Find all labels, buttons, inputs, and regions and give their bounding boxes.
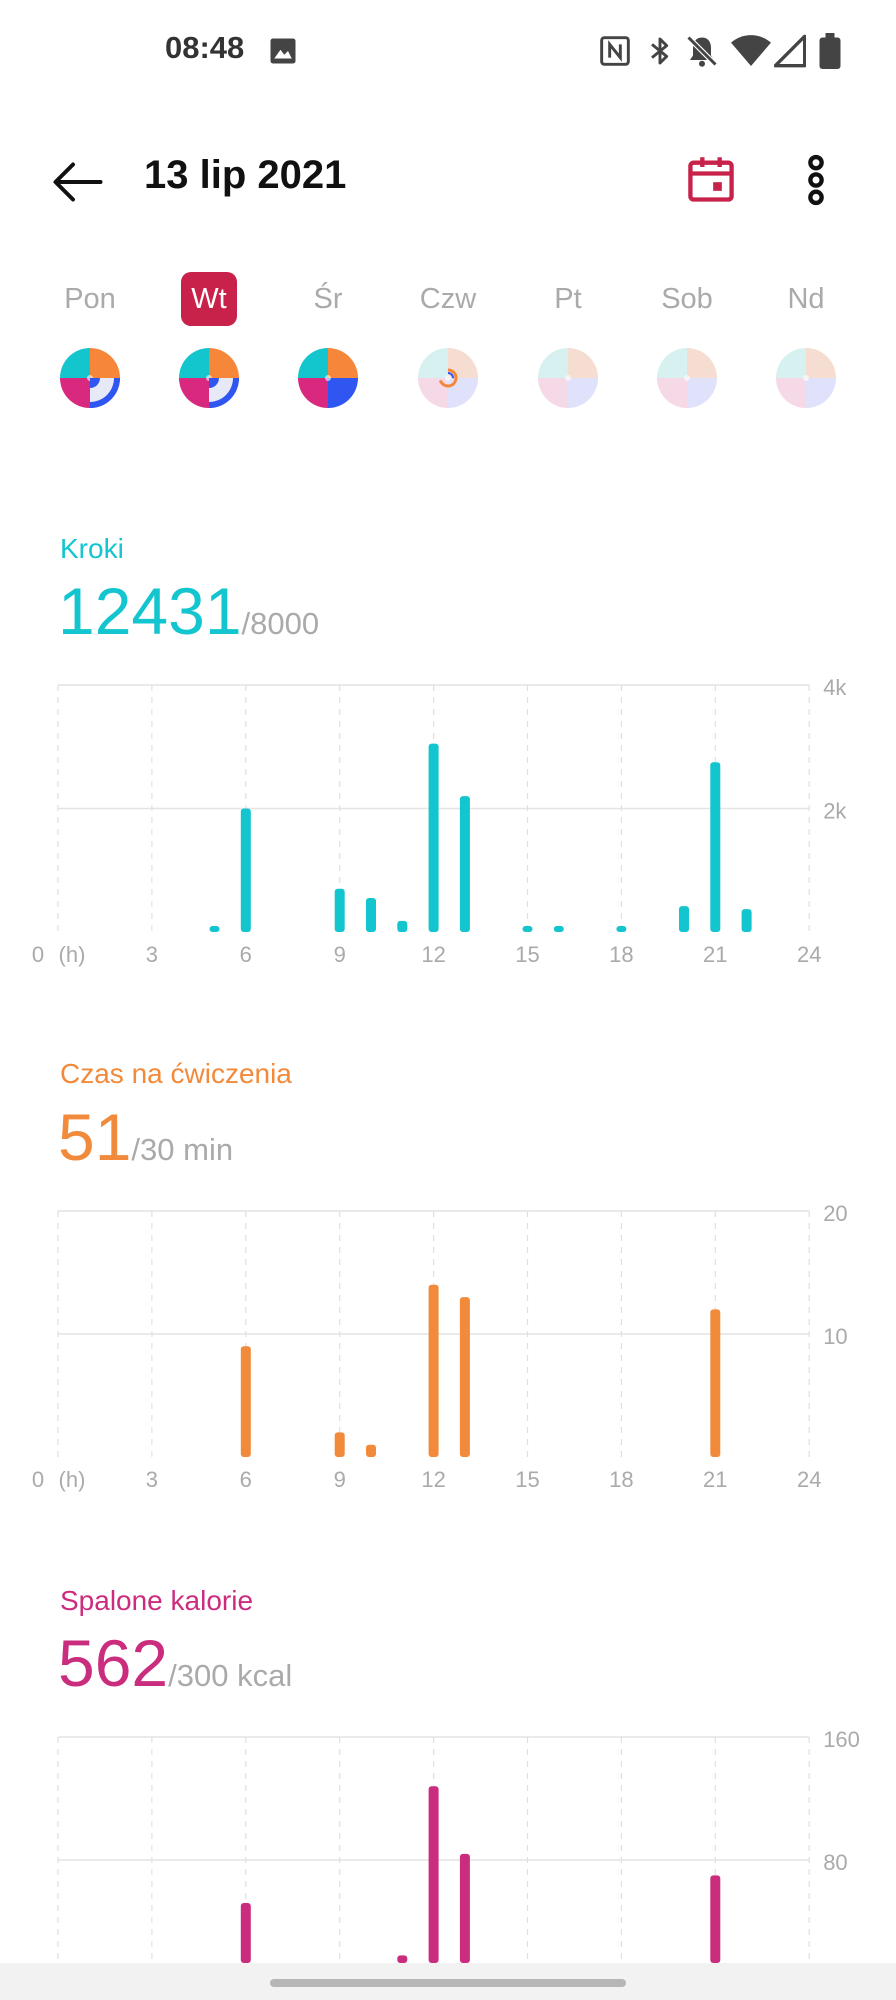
bar-hour-10[interactable] bbox=[366, 1444, 376, 1457]
day-tab-5[interactable]: Pt bbox=[554, 283, 582, 315]
bar-hour-20[interactable] bbox=[679, 906, 689, 932]
y-tick-label: 20 bbox=[823, 1201, 847, 1226]
bar-hour-6[interactable] bbox=[240, 1903, 251, 1963]
x-tick-label: 15 bbox=[515, 942, 539, 967]
day-activity-ring-6[interactable] bbox=[657, 348, 717, 408]
exercise-goal: /30 min bbox=[131, 1132, 234, 1167]
x-tick-label: 18 bbox=[609, 1467, 633, 1492]
day-activity-ring-2[interactable] bbox=[179, 348, 239, 408]
x-tick-label: 15 bbox=[515, 1467, 539, 1492]
battery-icon bbox=[819, 33, 841, 69]
y-tick-label: 80 bbox=[823, 1850, 847, 1875]
image-icon bbox=[270, 38, 296, 64]
bar-hour-9[interactable] bbox=[334, 1432, 345, 1457]
bluetooth-icon bbox=[651, 37, 669, 65]
bar-hour-12[interactable] bbox=[428, 1284, 439, 1457]
calories-goal: /300 kcal bbox=[168, 1658, 293, 1693]
bar-hour-13[interactable] bbox=[459, 1853, 470, 1963]
exercise-value: 51 bbox=[58, 1100, 132, 1174]
app-bar: 13 lip 2021 bbox=[0, 130, 896, 230]
calories-value-row: 562/300 kcal bbox=[58, 1630, 292, 1709]
wifi-icon bbox=[731, 35, 771, 66]
y-tick-label: 10 bbox=[823, 1324, 847, 1349]
bell-off-icon bbox=[686, 35, 718, 67]
x-tick-label: 21 bbox=[703, 1467, 727, 1492]
x-tick-label: 24 bbox=[797, 1467, 821, 1492]
status-bar: 08:48 bbox=[0, 0, 896, 100]
bar-hour-13[interactable] bbox=[459, 796, 470, 932]
day-tab-3[interactable]: Śr bbox=[313, 283, 343, 315]
signal-icon bbox=[774, 34, 806, 68]
day-activity-ring-4[interactable] bbox=[418, 348, 478, 408]
day-tab-7[interactable]: Nd bbox=[787, 283, 825, 315]
x-tick-label: 24 bbox=[797, 942, 821, 967]
day-tab-6[interactable]: Sob bbox=[661, 283, 713, 315]
bar-hour-12[interactable] bbox=[428, 743, 439, 932]
exercise-chart: 20 10 0 3 6 9 12 15 18 21 24 (h) bbox=[32, 1201, 848, 1492]
calendar-icon[interactable] bbox=[685, 152, 737, 208]
day-activity-ring-7[interactable] bbox=[776, 348, 836, 408]
bar-hour-21[interactable] bbox=[710, 1309, 721, 1457]
bar-hour-12[interactable] bbox=[428, 1786, 439, 1963]
steps-title: Kroki bbox=[60, 533, 124, 564]
bar-hour-22[interactable] bbox=[741, 909, 752, 932]
x-tick-label: 0 bbox=[32, 942, 44, 967]
y-tick-label: 4k bbox=[823, 675, 847, 700]
steps-value: 12431 bbox=[58, 574, 242, 648]
calories-title: Spalone kalorie bbox=[60, 1585, 254, 1616]
steps-value-row: 12431/8000 bbox=[58, 578, 319, 657]
bar-hour-11[interactable] bbox=[397, 920, 408, 932]
day-tab-1[interactable]: Pon bbox=[64, 283, 116, 315]
bar-hour-18[interactable] bbox=[616, 926, 627, 932]
x-tick-label: 6 bbox=[240, 942, 252, 967]
day-tab-4[interactable]: Czw bbox=[419, 283, 477, 315]
x-tick-label: 0 bbox=[32, 1467, 44, 1492]
day-tab-2[interactable]: Wt bbox=[181, 272, 237, 326]
day-activity-ring-5[interactable] bbox=[538, 348, 598, 408]
bar-hour-15[interactable] bbox=[522, 926, 533, 932]
bar-hour-13[interactable] bbox=[459, 1297, 470, 1457]
bar-hour-16[interactable] bbox=[553, 926, 564, 932]
x-tick-label: 18 bbox=[609, 942, 633, 967]
x-axis-unit: (h) bbox=[59, 1467, 86, 1492]
x-tick-label: 12 bbox=[421, 1467, 445, 1492]
x-tick-label: 21 bbox=[703, 942, 727, 967]
x-tick-label: 3 bbox=[146, 1467, 158, 1492]
x-tick-label: 9 bbox=[334, 942, 346, 967]
x-tick-label: 3 bbox=[146, 942, 158, 967]
y-tick-label: 160 bbox=[823, 1727, 860, 1752]
x-tick-label: 9 bbox=[334, 1467, 346, 1492]
bar-hour-9[interactable] bbox=[334, 888, 345, 932]
status-time: 08:48 bbox=[165, 30, 245, 65]
bar-hour-6[interactable] bbox=[240, 1346, 251, 1457]
date-title: 13 lip 2021 bbox=[144, 153, 347, 197]
bar-hour-21[interactable] bbox=[710, 1875, 721, 1963]
x-tick-label: 6 bbox=[240, 1467, 252, 1492]
week-selector: Pon Wt Śr Czw Pt Sob Nd bbox=[0, 262, 896, 422]
back-arrow-icon[interactable] bbox=[48, 152, 108, 212]
bar-hour-21[interactable] bbox=[710, 762, 721, 932]
home-indicator[interactable] bbox=[270, 1979, 626, 1987]
bar-hour-6[interactable] bbox=[240, 808, 251, 933]
exercise-title: Czas na ćwiczenia bbox=[60, 1058, 292, 1089]
nfc-icon bbox=[600, 36, 630, 66]
more-vert-icon[interactable] bbox=[790, 152, 842, 208]
bar-hour-11[interactable] bbox=[397, 1955, 408, 1963]
exercise-value-row: 51/30 min bbox=[58, 1104, 233, 1183]
bar-hour-10[interactable] bbox=[366, 898, 376, 932]
calories-value: 562 bbox=[58, 1626, 169, 1700]
x-axis-unit: (h) bbox=[59, 942, 86, 967]
calories-chart: 160 80 bbox=[57, 1727, 860, 1963]
steps-goal: /8000 bbox=[241, 606, 320, 641]
steps-chart: 4k 2k 0 3 6 9 12 15 18 21 24 (h) bbox=[32, 675, 848, 967]
day-activity-ring-3[interactable] bbox=[298, 348, 358, 408]
x-tick-label: 12 bbox=[421, 942, 445, 967]
day-activity-ring-1[interactable] bbox=[60, 348, 120, 408]
y-tick-label: 2k bbox=[823, 799, 847, 824]
bar-hour-5[interactable] bbox=[209, 926, 220, 932]
